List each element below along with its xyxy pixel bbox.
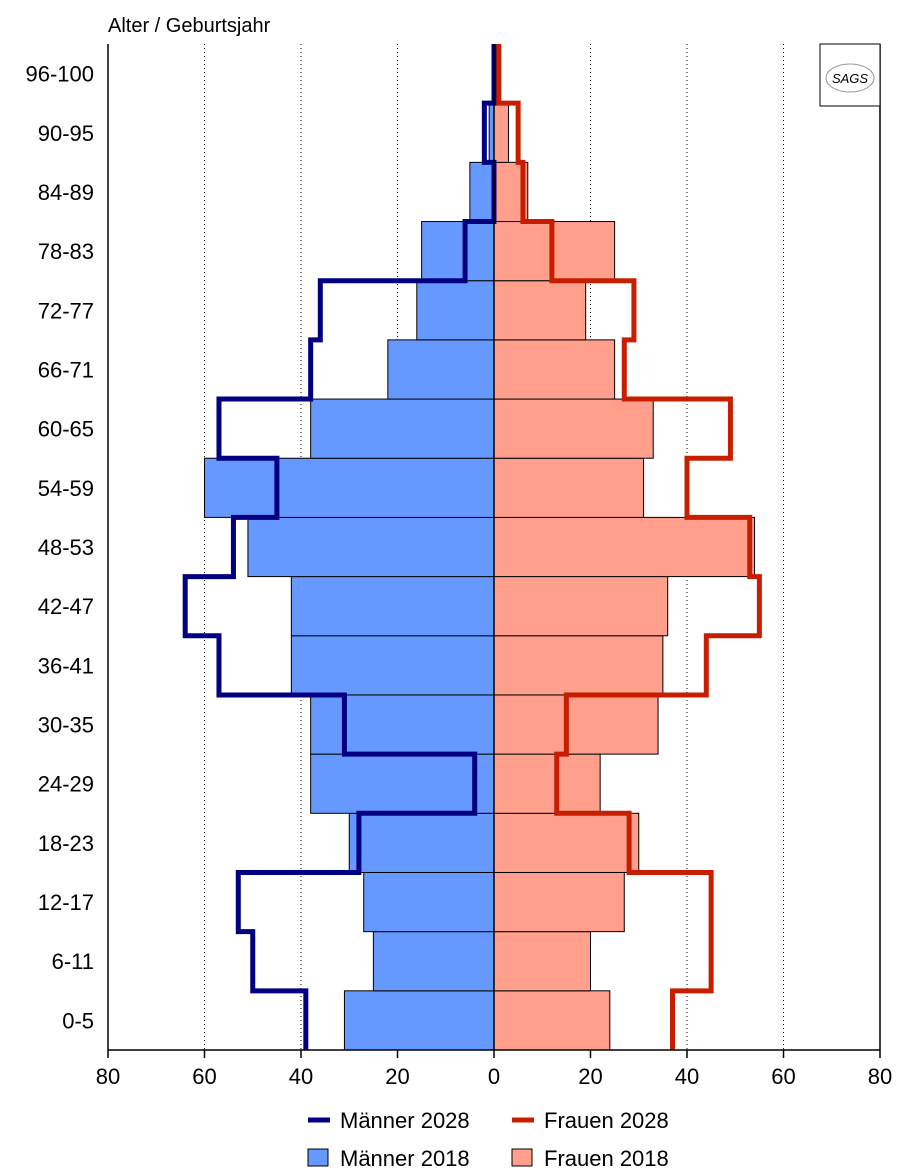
bar-maenner-2018-12-17 xyxy=(363,871,495,933)
bar-frauen-2018-66-71 xyxy=(493,339,616,400)
legend-item-frauen-2028: Frauen 2028 xyxy=(512,1108,669,1133)
legend-swatch xyxy=(511,1148,533,1167)
y-tick-label: 36-41 xyxy=(38,653,94,678)
bar-maenner-2018-54-59 xyxy=(204,457,495,518)
y-tick-labels: 0-5 6-11 12-17 18-23 24-29 30-35 36-41 42-47 48-… xyxy=(25,62,94,1034)
y-tick-label: 84-89 xyxy=(38,180,94,205)
bar-frauen-2018-24-29 xyxy=(493,753,601,814)
bar-maenner-2018-60-65 xyxy=(310,398,495,459)
bar-maenner-2018-18-23 xyxy=(348,812,495,873)
y-tick-label: 60-65 xyxy=(38,417,94,442)
x-tick-label: 20 xyxy=(385,1064,409,1089)
legend-label: Frauen 2018 xyxy=(544,1146,669,1171)
bar-frauen-2018-6-11 xyxy=(493,931,591,992)
bar-frauen-2018-18-23 xyxy=(493,812,640,873)
y-axis-title: Alter / Geburtsjahr xyxy=(108,15,271,37)
bar-maenner-2018-66-71 xyxy=(387,339,495,400)
y-tick-label: 24-29 xyxy=(38,772,94,797)
bar-maenner-2018-78-83 xyxy=(421,221,495,282)
y-tick-label: 12-17 xyxy=(38,890,94,915)
x-tick-label: 20 xyxy=(578,1064,602,1089)
x-tick-label: 0 xyxy=(488,1064,500,1089)
bar-maenner-2018-84-89 xyxy=(469,161,495,223)
bar-maenner-2018-24-29 xyxy=(310,753,495,814)
bar-frauen-2018-36-41 xyxy=(493,635,664,696)
y-tick-label: 66-71 xyxy=(38,357,94,382)
bar-frauen-2018-42-47 xyxy=(493,576,669,637)
y-tick-label: 90-95 xyxy=(38,121,94,146)
x-tick-label: 60 xyxy=(192,1064,216,1089)
bar-frauen-2018-72-77 xyxy=(493,280,587,341)
y-tick-label: 96-100 xyxy=(25,62,94,87)
logo-text: SAGS xyxy=(832,71,868,86)
bar-frauen-2018-60-65 xyxy=(493,398,654,459)
x-tick-label: 80 xyxy=(96,1064,120,1089)
line-frauen-2028 xyxy=(496,44,762,1050)
legend-item-maenner-2018: Männer 2018 xyxy=(307,1146,470,1171)
x-tick-label: 60 xyxy=(771,1064,795,1089)
bar-maenner-2018-48-53 xyxy=(247,516,495,578)
bar-frauen-2018-48-53 xyxy=(493,516,756,578)
y-tick-label: 78-83 xyxy=(38,239,94,264)
x-tick-labels: 80 60 40 20 0 20 40 60 80 xyxy=(96,1050,892,1089)
bar-maenner-2018-6-11 xyxy=(372,931,495,992)
bar-frauen-2018-90-95 xyxy=(493,102,509,163)
line-maenner-2028 xyxy=(182,44,497,1050)
logo-swoosh xyxy=(825,63,875,93)
bar-frauen-2018-12-17 xyxy=(493,871,625,933)
legend-item-maenner-2028: Männer 2028 xyxy=(308,1108,470,1133)
y-tick-label: 18-23 xyxy=(38,831,94,856)
bar-maenner-2018-30-35 xyxy=(310,694,495,755)
legend-swatch xyxy=(307,1148,329,1167)
legend-label: Männer 2028 xyxy=(340,1108,470,1133)
bars-layer xyxy=(204,102,756,1051)
y-tick-label: 48-53 xyxy=(38,535,94,560)
y-tick-label: 6-11 xyxy=(52,949,94,974)
x-tick-label: 40 xyxy=(675,1064,699,1089)
lines-layer xyxy=(182,44,762,1050)
y-tick-label: 54-59 xyxy=(38,476,94,501)
y-tick-label: 72-77 xyxy=(38,298,94,323)
x-tick-label: 80 xyxy=(868,1064,892,1089)
legend: Männer 2028 Frauen 2028 Männer 2018 Frauen … xyxy=(307,1108,669,1171)
legend-label: Männer 2018 xyxy=(340,1146,470,1171)
sags-logo: SAGS xyxy=(819,43,881,107)
bar-frauen-2018-30-35 xyxy=(493,694,659,755)
y-tick-label: 42-47 xyxy=(38,594,94,619)
y-tick-label: 30-35 xyxy=(38,713,94,738)
bar-maenner-2018-0-5 xyxy=(343,990,495,1051)
legend-label: Frauen 2028 xyxy=(544,1108,669,1133)
bar-frauen-2018-54-59 xyxy=(493,457,645,518)
bar-maenner-2018-72-77 xyxy=(416,280,495,341)
bar-maenner-2018-36-41 xyxy=(290,635,495,696)
x-tick-label: 40 xyxy=(289,1064,313,1089)
y-tick-label: 0-5 xyxy=(62,1008,94,1033)
bar-frauen-2018-0-5 xyxy=(493,990,611,1051)
legend-item-frauen-2018: Frauen 2018 xyxy=(511,1146,669,1171)
bar-maenner-2018-42-47 xyxy=(290,576,495,637)
logo-box xyxy=(819,43,881,107)
